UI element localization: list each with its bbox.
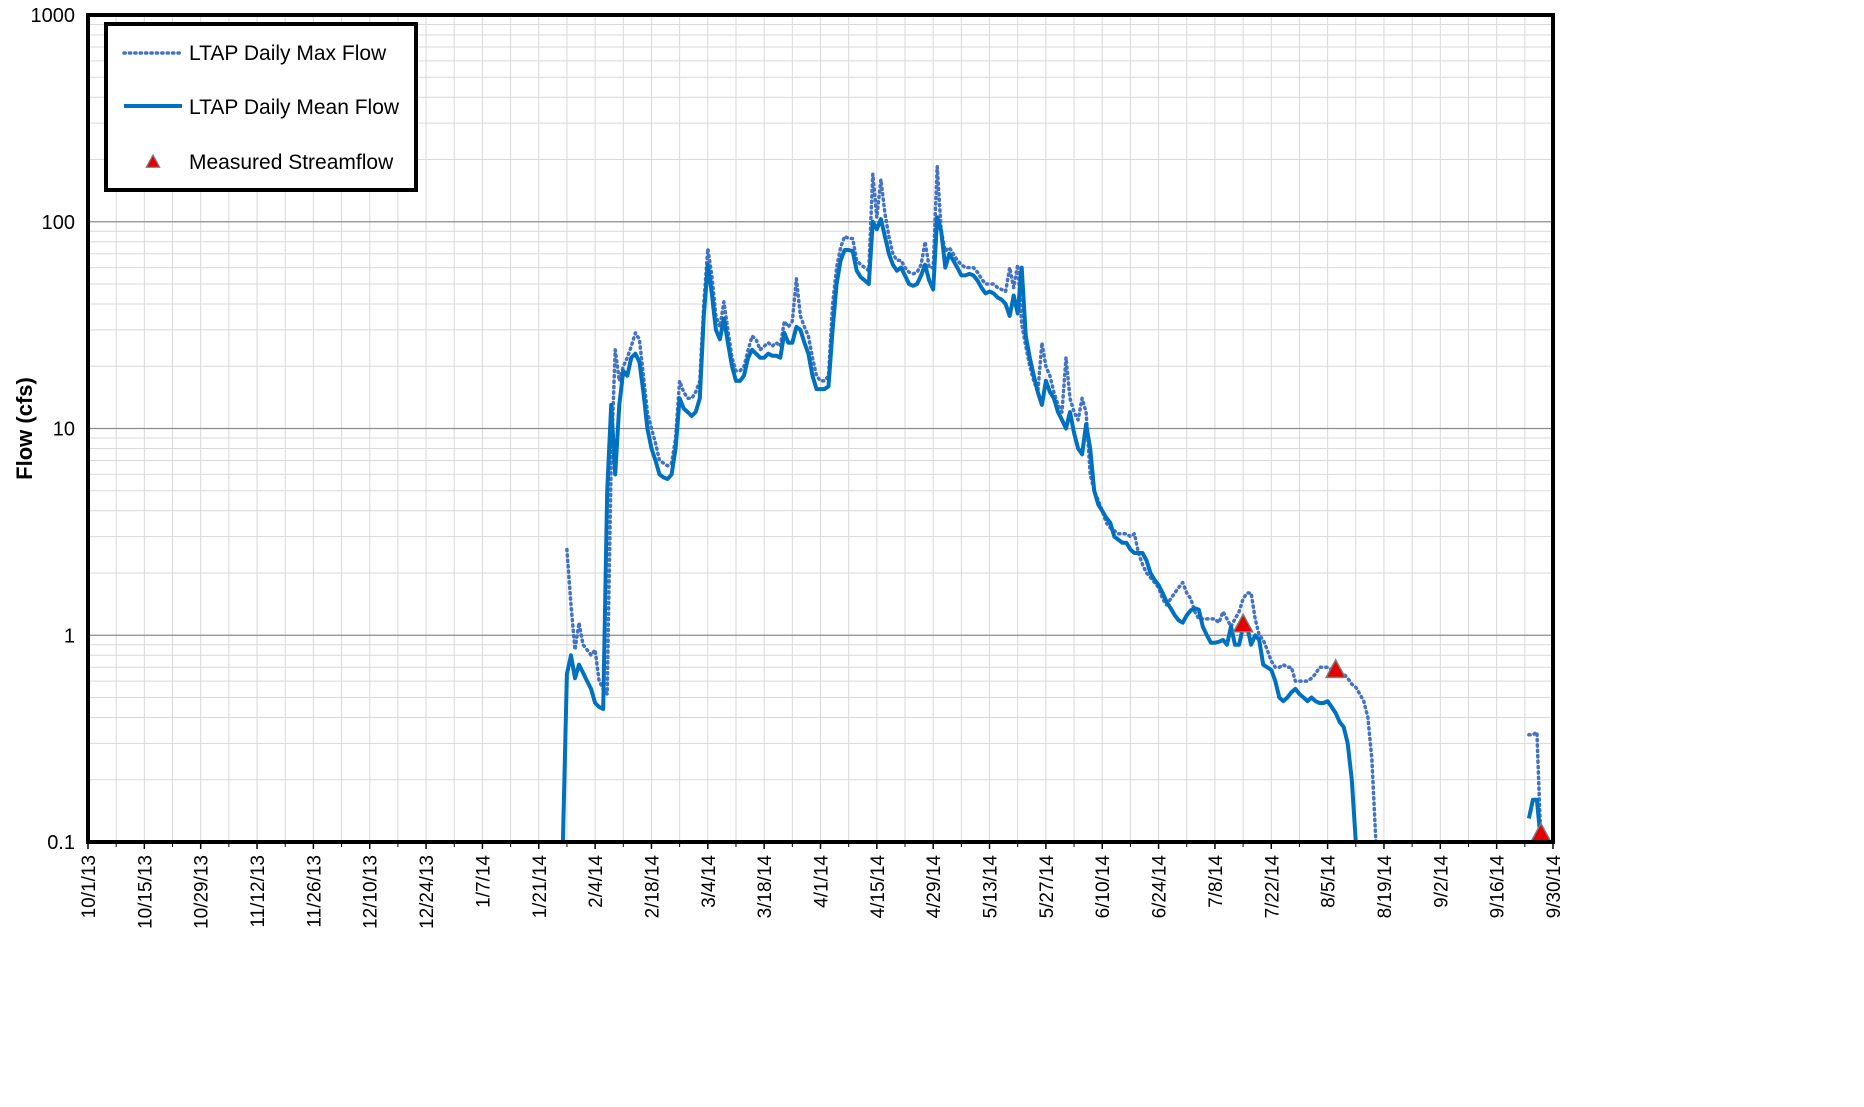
x-tick-label: 5/27/14 <box>1037 855 1058 919</box>
x-tick-label: 2/4/14 <box>586 855 607 908</box>
mean-flow-line <box>1526 797 1543 843</box>
mean-flow-line <box>560 215 1358 843</box>
measured-markers <box>1232 612 1552 842</box>
x-tick-label: 4/1/14 <box>812 855 833 908</box>
legend-mean-flow-label: LTAP Daily Mean Flow <box>189 96 400 119</box>
x-tick-label: 10/1/13 <box>79 855 100 918</box>
x-tick-label: 10/15/13 <box>135 855 156 929</box>
legend: LTAP Daily Max Flow LTAP Daily Mean Flow… <box>104 22 418 192</box>
x-tick-label: 8/5/14 <box>1319 855 1340 908</box>
legend-max-flow-label: LTAP Daily Max Flow <box>189 42 387 65</box>
x-tick-label: 11/26/13 <box>304 855 325 928</box>
y-tick-label: 0.1 <box>47 832 75 854</box>
legend-measured-marker <box>145 153 161 168</box>
x-tick-label: 3/4/14 <box>699 855 720 908</box>
x-tick-label: 1/7/14 <box>473 855 494 908</box>
x-tick-label: 11/12/13 <box>248 855 269 928</box>
measured-streamflow-marker <box>1530 821 1552 842</box>
x-tick-label: 8/19/14 <box>1375 855 1396 919</box>
x-tick-label: 4/15/14 <box>868 855 889 919</box>
max-flow-line <box>1527 730 1543 844</box>
x-tick-label: 5/13/14 <box>981 855 1002 919</box>
legend-measured-label: Measured Streamflow <box>189 151 394 174</box>
x-tick-label: 12/24/13 <box>417 855 438 929</box>
y-axis-label: Flow (cfs) <box>12 377 37 480</box>
x-tick-label: 4/29/14 <box>924 855 945 919</box>
x-tick-label: 6/10/14 <box>1093 855 1114 919</box>
x-tick-label: 3/18/14 <box>755 855 776 919</box>
x-tick-label: 9/2/14 <box>1431 855 1452 908</box>
x-tick-label: 12/10/13 <box>361 855 382 929</box>
y-tick-label: 100 <box>42 212 75 234</box>
x-tick-label: 1/21/14 <box>530 855 551 919</box>
x-axis-ticks: 10/1/13 10/15/13 10/29/13 11/12/13 11/26/13 1… <box>79 842 1565 929</box>
x-tick-label: 10/29/13 <box>192 855 213 929</box>
y-tick-label: 1000 <box>31 5 76 27</box>
measured-streamflow-marker <box>1324 658 1347 679</box>
measured-streamflow-marker <box>1232 612 1254 633</box>
y-axis-ticks: 0.1 1 10 100 1000 <box>31 5 76 854</box>
x-tick-label: 9/16/14 <box>1488 855 1509 919</box>
series-layer <box>560 164 1543 844</box>
x-tick-label: 6/24/14 <box>1150 855 1171 919</box>
x-tick-label: 7/22/14 <box>1262 855 1283 919</box>
x-tick-label: 7/8/14 <box>1206 855 1227 908</box>
x-tick-label: 9/30/14 <box>1544 855 1565 919</box>
x-tick-label: 2/18/14 <box>642 855 663 919</box>
y-tick-label: 1 <box>64 625 75 647</box>
y-tick-label: 10 <box>53 419 75 441</box>
